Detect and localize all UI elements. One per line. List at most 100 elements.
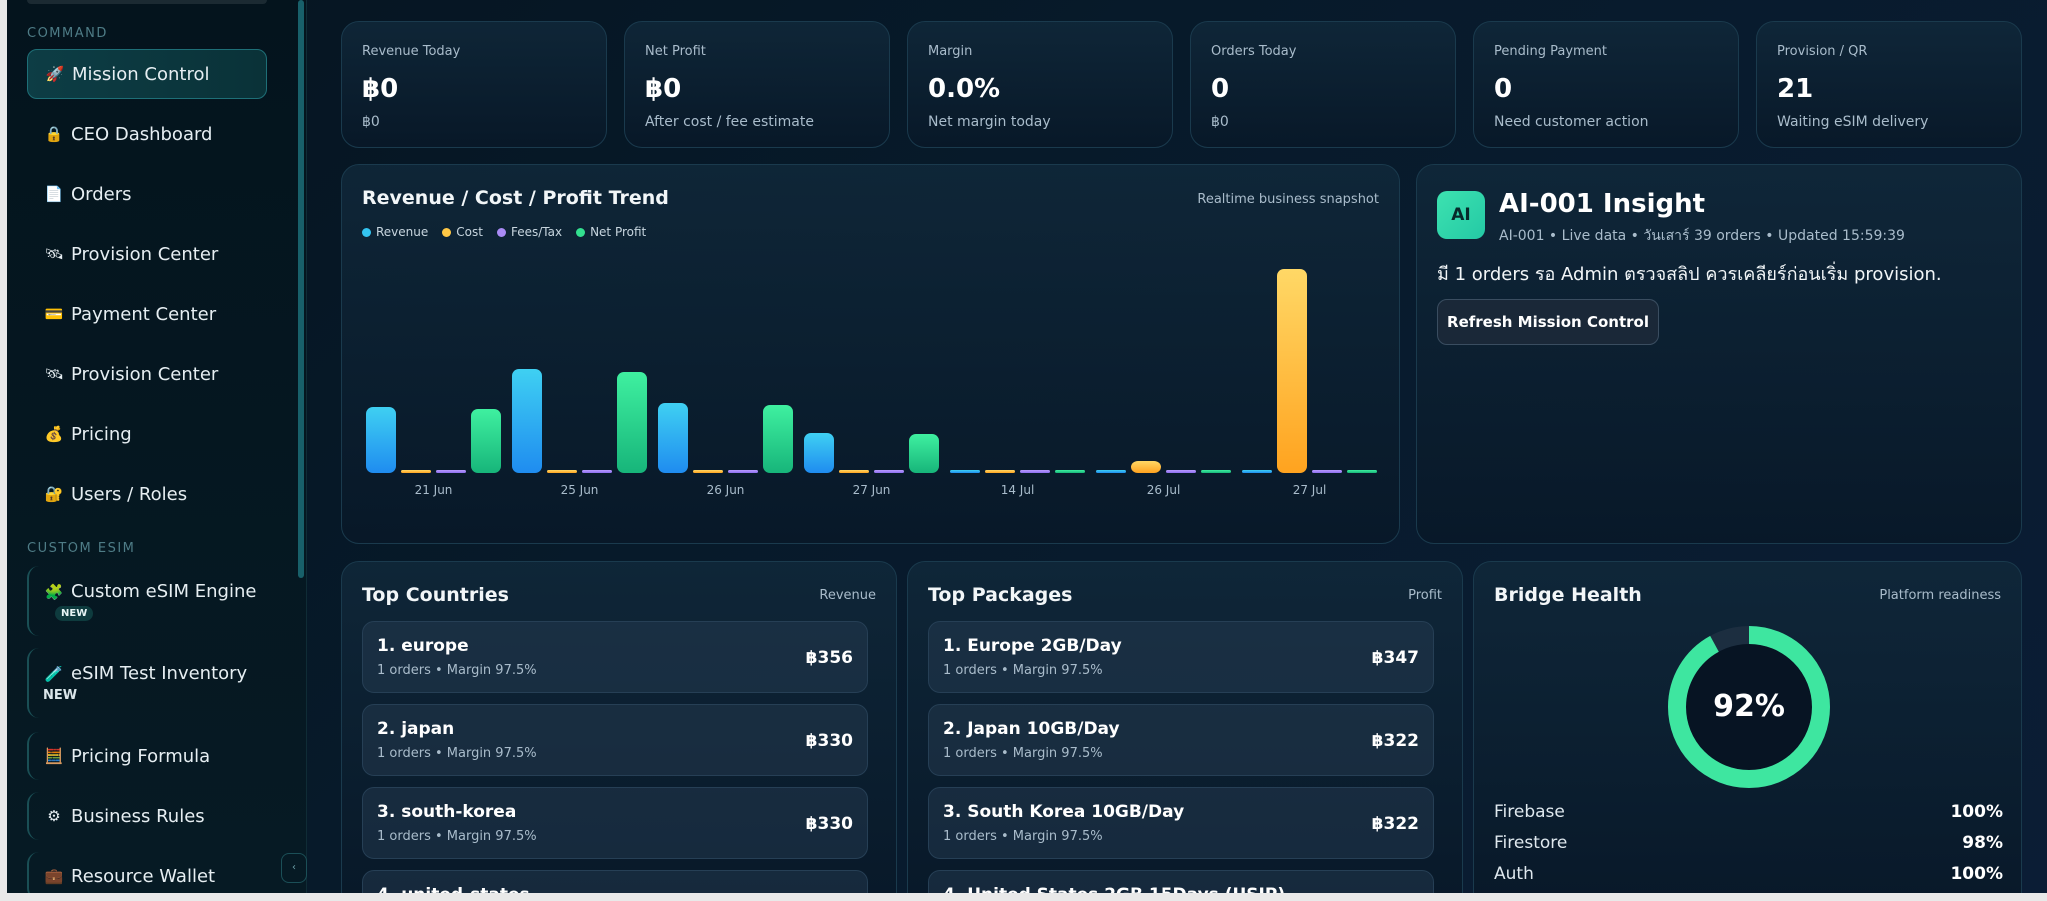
app-window: COMMAND 🚀 Mission Control 🔒 CEO Dashboar… — [7, 0, 2047, 893]
bridge-health-hint: Platform readiness — [1879, 588, 2001, 603]
collapse-sidebar-button[interactable]: ‹ — [281, 853, 307, 883]
bar-revenue[interactable] — [950, 470, 980, 473]
sidebar-item-provision-center-2[interactable]: 🛰 Provision Center — [27, 349, 267, 399]
sidebar-scrollbar[interactable] — [298, 0, 304, 578]
legend-item: Fees/Tax — [496, 225, 563, 239]
package-name: 2. Japan 10GB/Day — [943, 719, 1120, 739]
kpi-sub: Waiting eSIM delivery — [1777, 114, 1929, 130]
sidebar-item-users-roles[interactable]: 🔐 Users / Roles — [27, 469, 267, 519]
bar-revenue[interactable] — [366, 407, 396, 473]
legend-item: Cost — [442, 225, 483, 239]
bar-cost[interactable] — [985, 470, 1015, 473]
bar-net-profit[interactable] — [617, 372, 647, 473]
bar-fees-tax[interactable] — [1166, 470, 1196, 473]
bar-net-profit[interactable] — [763, 405, 793, 473]
kpi-value: ฿0 — [645, 74, 682, 104]
bar-net-profit[interactable] — [471, 409, 501, 473]
bar-revenue[interactable] — [1096, 470, 1126, 473]
ai-insight-card: AI AI-001 Insight AI-001 • Live data • ว… — [1416, 164, 2022, 544]
sidebar: COMMAND 🚀 Mission Control 🔒 CEO Dashboar… — [7, 0, 307, 893]
bar-cost[interactable] — [839, 470, 869, 473]
kpi-card-revenue-today: Revenue Today ฿0 ฿0 — [341, 21, 607, 148]
sidebar-item-label: Pricing Formula — [71, 745, 211, 767]
sidebar-item-payment-center[interactable]: 💳 Payment Center — [27, 289, 267, 339]
sidebar-item-ceo-dashboard[interactable]: 🔒 CEO Dashboard — [27, 109, 267, 159]
test-tube-icon: 🧪 — [44, 664, 64, 683]
credit-card-icon: 💳 — [44, 305, 64, 323]
list-item[interactable]: 1. europe 1 orders • Margin 97.5% ฿356 — [362, 621, 868, 693]
bar-fees-tax[interactable] — [728, 470, 758, 473]
sidebar-item-label: Resource Wallet — [71, 865, 216, 887]
package-meta: 1 orders • Margin 97.5% — [943, 829, 1103, 844]
package-name: 4. United States 2GB 15Days (USIP) — [943, 885, 1285, 893]
health-pct: 98% — [1962, 833, 2003, 853]
country-amount: ฿330 — [805, 814, 853, 834]
legend-label: Fees/Tax — [510, 225, 563, 239]
bar-cost[interactable] — [547, 470, 577, 473]
list-item[interactable]: 3. South Korea 10GB/Day 1 orders • Margi… — [928, 787, 1434, 859]
sidebar-item-custom-esim-engine[interactable]: 🧩 Custom eSIM Engine NEW — [27, 566, 267, 636]
bar-revenue[interactable] — [804, 433, 834, 473]
list-item[interactable]: 4. united-states — [362, 870, 868, 893]
country-amount: ฿330 — [805, 731, 853, 751]
kpi-value: ฿0 — [362, 74, 399, 104]
top-countries-title: Top Countries — [362, 584, 509, 606]
bar-cost[interactable] — [1277, 269, 1307, 473]
sidebar-item-label: Provision Center — [71, 363, 219, 385]
bar-cost[interactable] — [401, 470, 431, 473]
package-amount: ฿347 — [1371, 648, 1419, 668]
refresh-mission-control-button[interactable]: Refresh Mission Control — [1437, 299, 1659, 345]
bar-revenue[interactable] — [512, 369, 542, 473]
bar-fees-tax[interactable] — [1020, 470, 1050, 473]
gear-icon: ⚙ — [47, 807, 61, 825]
sidebar-item-resource-wallet[interactable]: 💼 Resource Wallet — [27, 852, 267, 893]
bar-fees-tax[interactable] — [436, 470, 466, 473]
list-item[interactable]: 3. south-korea 1 orders • Margin 97.5% ฿… — [362, 787, 868, 859]
legend-dot — [442, 227, 452, 237]
country-meta: 1 orders • Margin 97.5% — [377, 829, 537, 844]
list-item[interactable]: 4. United States 2GB 15Days (USIP) — [928, 870, 1434, 893]
bar-fees-tax[interactable] — [582, 470, 612, 473]
bar-fees-tax[interactable] — [1312, 470, 1342, 473]
kpi-label: Revenue Today — [362, 44, 461, 59]
bar-net-profit[interactable] — [1347, 470, 1377, 473]
bar-cost[interactable] — [693, 470, 723, 473]
list-item[interactable]: 2. Japan 10GB/Day 1 orders • Margin 97.5… — [928, 704, 1434, 776]
kpi-card-margin: Margin 0.0% Net margin today — [907, 21, 1173, 148]
sidebar-item-label: Users / Roles — [71, 483, 188, 505]
sidebar-item-label: Payment Center — [71, 303, 217, 325]
bar-revenue[interactable] — [658, 403, 688, 473]
bar-net-profit[interactable] — [1201, 470, 1231, 473]
satellite-icon: 🛰 — [44, 365, 64, 383]
sidebar-item-mission-control[interactable]: 🚀 Mission Control — [27, 49, 267, 99]
sidebar-item-pricing-formula[interactable]: 🧮 Pricing Formula — [27, 732, 267, 780]
list-item[interactable]: 1. Europe 2GB/Day 1 orders • Margin 97.5… — [928, 621, 1434, 693]
package-meta: 1 orders • Margin 97.5% — [943, 663, 1103, 678]
sidebar-item-provision-center[interactable]: 🛰 Provision Center — [27, 229, 267, 279]
sidebar-item-pricing[interactable]: 💰 Pricing — [27, 409, 267, 459]
sidebar-item-business-rules[interactable]: ⚙ Business Rules — [27, 792, 267, 840]
top-countries-hint: Revenue — [819, 588, 876, 603]
sidebar-item-label: Mission Control — [72, 63, 210, 85]
bar-revenue[interactable] — [1242, 470, 1272, 473]
new-label: NEW — [43, 688, 78, 703]
bar-net-profit[interactable] — [1055, 470, 1085, 473]
gauge-center — [1677, 635, 1821, 779]
bar-net-profit[interactable] — [909, 434, 939, 473]
bar-fees-tax[interactable] — [874, 470, 904, 473]
readiness-gauge: 92% — [1664, 622, 1834, 792]
package-name: 1. Europe 2GB/Day — [943, 636, 1122, 656]
kpi-label: Net Profit — [645, 44, 706, 59]
satellite-icon: 🛰 — [44, 245, 64, 263]
country-name: 1. europe — [377, 636, 469, 656]
top-packages-hint: Profit — [1408, 588, 1442, 603]
legend-label: Net Profit — [590, 225, 647, 239]
kpi-value: 21 — [1777, 74, 1814, 104]
list-item[interactable]: 2. japan 1 orders • Margin 97.5% ฿330 — [362, 704, 868, 776]
package-amount: ฿322 — [1371, 814, 1419, 834]
bar-cost[interactable] — [1131, 461, 1161, 473]
sidebar-item-esim-test-inventory[interactable]: 🧪 eSIM Test Inventory NEW — [27, 648, 267, 718]
sidebar-item-orders[interactable]: 📄 Orders — [27, 169, 267, 219]
x-tick-label: 26 Jun — [707, 483, 745, 497]
sidebar-item-label: Orders — [71, 183, 132, 205]
